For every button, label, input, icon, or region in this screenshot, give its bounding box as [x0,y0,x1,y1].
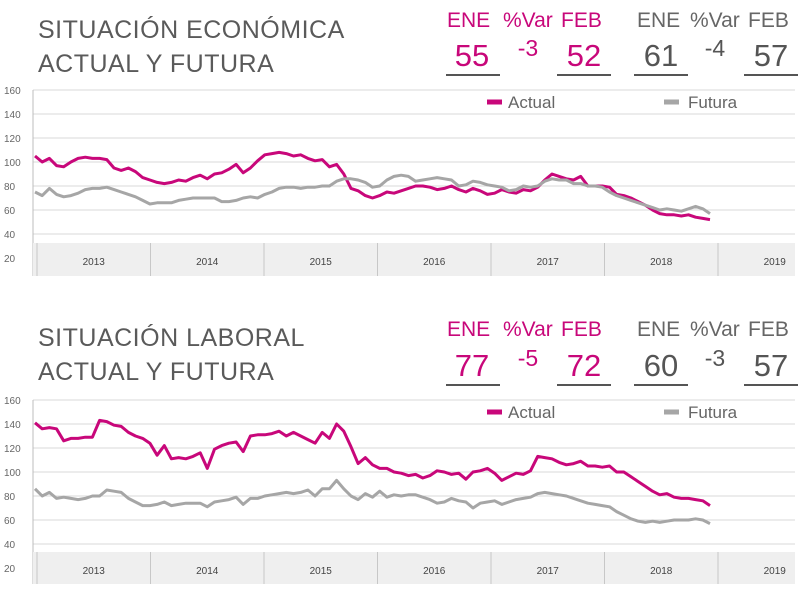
var-header: %Var [690,318,740,341]
year-label: 2016 [423,566,446,577]
chart-legend: Actual Futura [487,93,738,112]
futura-legend-label: Futura [688,93,738,112]
futura-summary-box: ENE %Var FEB 61 -4 57 [634,9,798,76]
ene-value: 60 [644,348,678,383]
year-label: 2015 [310,566,333,577]
year-label: 2017 [537,566,560,577]
year-label: 2015 [310,257,333,268]
var-value: -5 [518,345,538,371]
var-value: -4 [705,35,726,61]
y-tick-label: 40 [4,540,16,551]
year-label: 2013 [83,257,106,268]
plot-area: 160 140 120 100 80 60 40 20 2013 2014 2015 2016 2017… [4,396,795,584]
y-tick-label: 80 [4,182,16,193]
ene-header: ENE [637,9,680,32]
year-label: 2018 [650,257,673,268]
feb-value: 57 [754,38,788,73]
y-tick-label: 60 [4,516,16,527]
futura-summary-box: ENE %Var FEB 60 -3 57 [634,318,798,386]
chart-title-line1: SITUACIÓN ECONÓMICA [38,15,345,44]
actual-summary-box: ENE %Var FEB 77 -5 72 [446,318,611,386]
actual-legend-label: Actual [508,93,555,112]
y-tick-label: 40 [4,230,16,241]
year-label: 2018 [650,566,673,577]
var-value: -3 [518,35,538,61]
ene-header: ENE [447,318,490,341]
feb-header: FEB [561,318,602,341]
feb-value: 52 [567,38,601,73]
futura-series-line [33,478,711,525]
year-label: 2017 [537,257,560,268]
plot-area: 160 140 120 100 80 60 40 20 2013 2014 2015 2016 2017… [4,86,795,276]
year-band [33,552,795,584]
labor-chart: SITUACIÓN LABORAL ACTUAL Y FUTURA ENE %V… [4,318,798,584]
y-tick-label: 140 [4,110,21,121]
y-tick-label: 60 [4,206,16,217]
actual-summary-box: ENE %Var FEB 55 -3 52 [446,9,611,76]
actual-legend-label: Actual [508,403,555,422]
futura-legend-label: Futura [688,403,738,422]
var-value: -3 [705,345,725,371]
chart-legend: Actual Futura [487,403,738,422]
year-label: 2019 [764,566,787,577]
year-label: 2014 [196,257,219,268]
y-tick-label: 20 [4,564,16,575]
feb-header: FEB [748,318,789,341]
y-tick-label: 80 [4,492,16,503]
chart-title-line1: SITUACIÓN LABORAL [38,323,305,352]
ene-header: ENE [637,318,680,341]
feb-value: 72 [567,348,601,383]
feb-value: 57 [754,348,788,383]
ene-header: ENE [447,9,490,32]
chart-title-line2: ACTUAL Y FUTURA [38,358,274,386]
year-label: 2014 [196,566,219,577]
year-label: 2013 [83,566,106,577]
y-tick-label: 120 [4,134,21,145]
y-tick-label: 120 [4,444,21,455]
y-tick-label: 160 [4,86,21,97]
y-tick-label: 100 [4,158,21,169]
year-label: 2019 [764,257,787,268]
y-tick-label: 20 [4,254,16,265]
feb-header: FEB [748,9,789,32]
ene-value: 77 [455,348,489,383]
y-tick-label: 100 [4,468,21,479]
var-header: %Var [503,318,553,341]
var-header: %Var [503,9,553,32]
feb-header: FEB [561,9,602,32]
y-tick-label: 160 [4,396,21,407]
ene-value: 61 [644,38,678,73]
y-tick-label: 140 [4,420,21,431]
futura-series-line [34,173,711,215]
actual-series-line [34,418,711,507]
economic-chart: SITUACIÓN ECONÓMICA ACTUAL Y FUTURA ENE … [4,9,798,276]
var-header: %Var [690,9,740,32]
chart-title-line2: ACTUAL Y FUTURA [38,50,274,78]
year-band [33,243,795,276]
ene-value: 55 [455,38,489,73]
year-label: 2016 [423,257,446,268]
